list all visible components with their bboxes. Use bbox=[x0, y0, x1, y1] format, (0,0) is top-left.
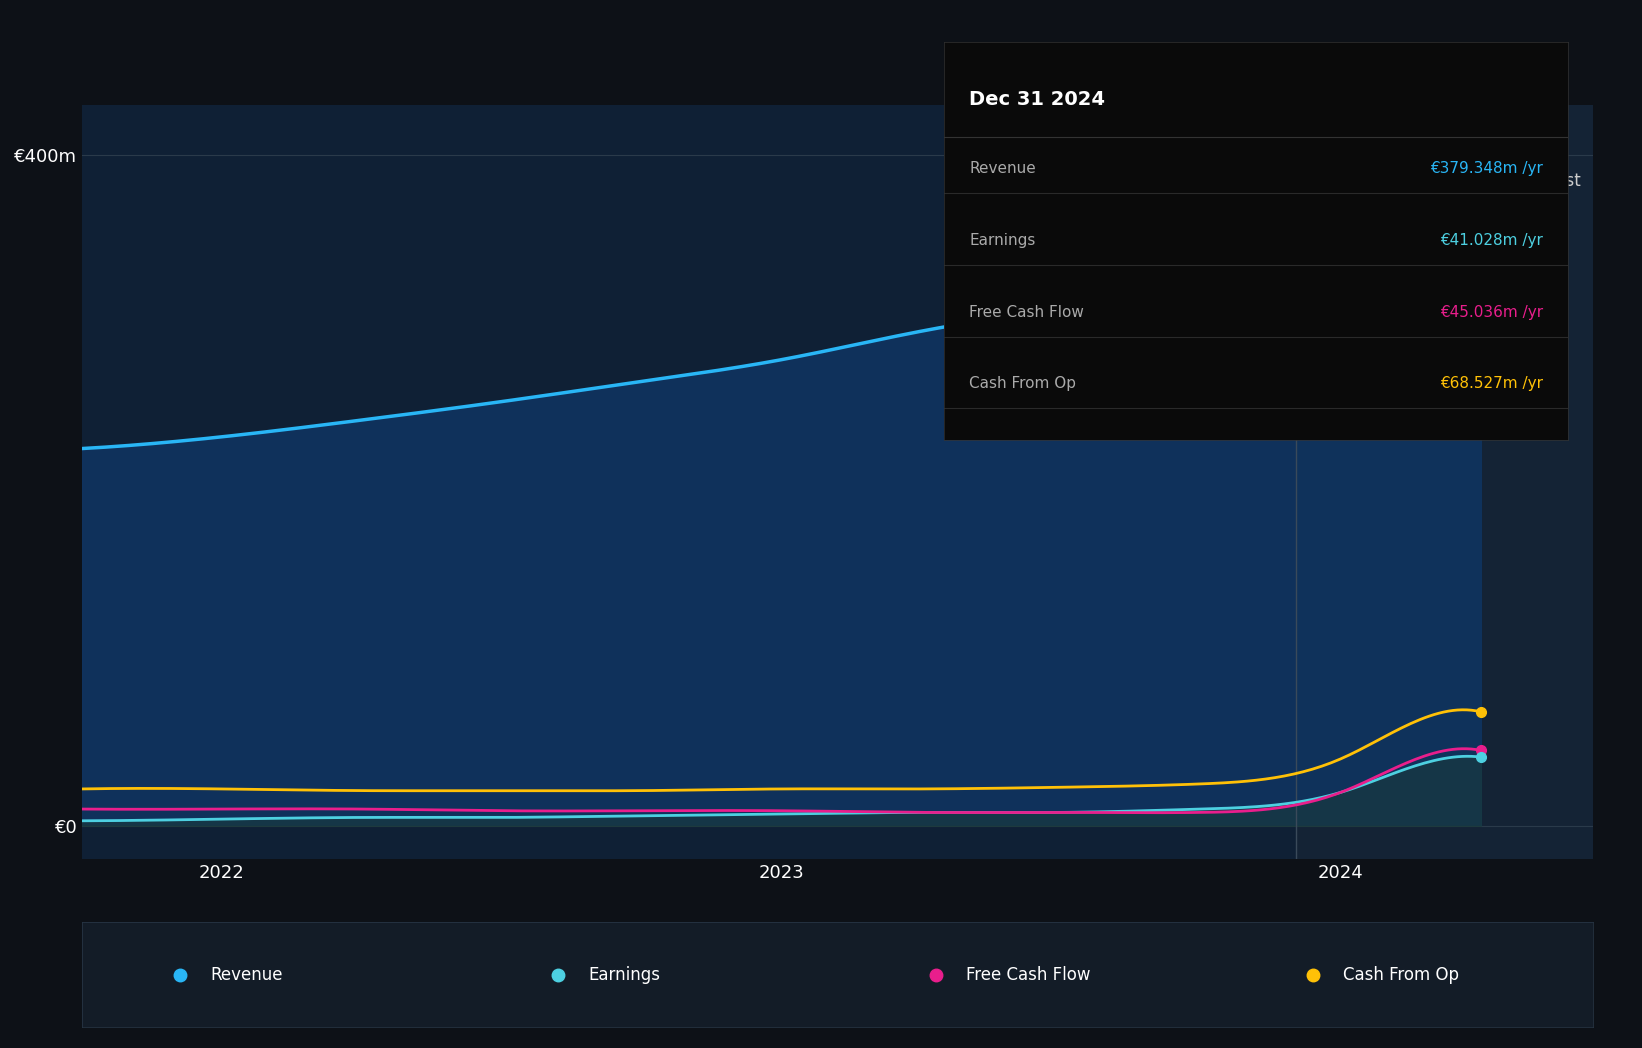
Text: Revenue: Revenue bbox=[969, 161, 1036, 176]
Text: €41.028m /yr: €41.028m /yr bbox=[1440, 233, 1543, 248]
Text: €68.527m /yr: €68.527m /yr bbox=[1440, 376, 1543, 392]
Text: Cash From Op: Cash From Op bbox=[969, 376, 1076, 392]
Text: Past: Past bbox=[1547, 172, 1581, 190]
Bar bbox=[1296, 105, 1593, 859]
Text: Revenue: Revenue bbox=[210, 965, 282, 984]
Text: Earnings: Earnings bbox=[969, 233, 1036, 248]
Text: Free Cash Flow: Free Cash Flow bbox=[965, 965, 1090, 984]
Text: €379.348m /yr: €379.348m /yr bbox=[1430, 161, 1543, 176]
Text: €45.036m /yr: €45.036m /yr bbox=[1440, 305, 1543, 320]
Text: Free Cash Flow: Free Cash Flow bbox=[969, 305, 1084, 320]
Text: Earnings: Earnings bbox=[588, 965, 660, 984]
Text: Dec 31 2024: Dec 31 2024 bbox=[969, 90, 1105, 109]
Text: Cash From Op: Cash From Op bbox=[1343, 965, 1460, 984]
